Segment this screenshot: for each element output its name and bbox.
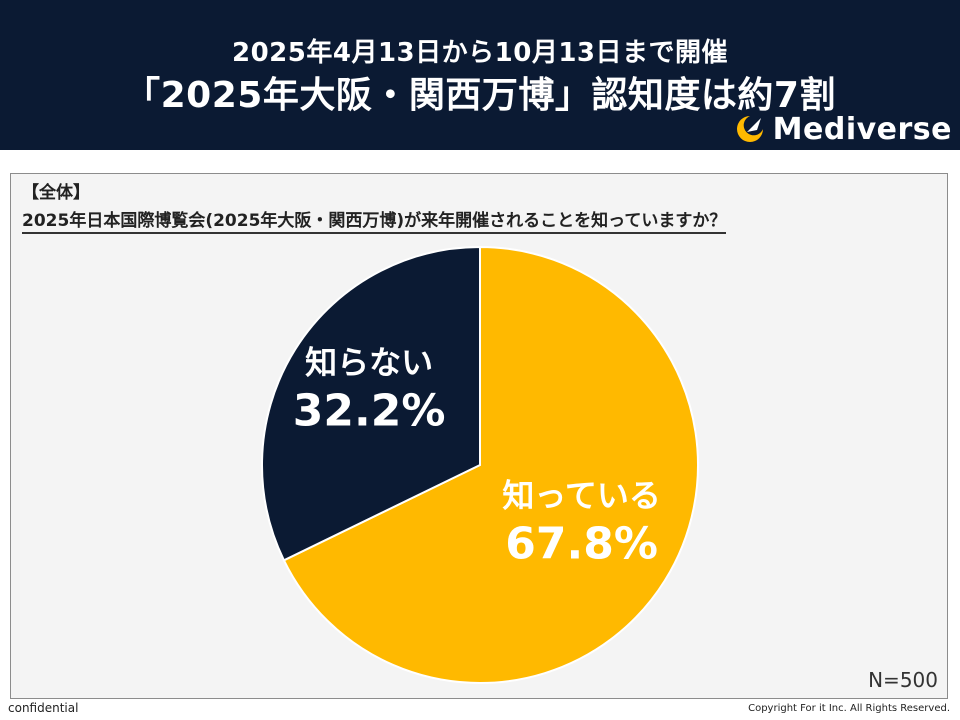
pie-slice-unaware bbox=[261, 245, 481, 562]
sample-size-label: N=500 bbox=[868, 668, 938, 692]
survey-question: 2025年日本国際博覧会(2025年大阪・関西万博)が来年開催されることを知って… bbox=[22, 206, 727, 234]
pie-slice-aware bbox=[282, 245, 699, 684]
slice-label-aware: 知っている bbox=[502, 477, 660, 515]
footer-confidential: confidential bbox=[8, 701, 79, 715]
header-banner: 2025年4月13日から10月13日まで開催 「2025年大阪・関西万博」認知度… bbox=[0, 0, 960, 150]
slice-value-unaware: 32.2% bbox=[293, 386, 446, 437]
brand-logo-text: Mediverse bbox=[772, 111, 952, 147]
brand-logo: Mediverse bbox=[733, 110, 952, 148]
header-subtitle: 2025年4月13日から10月13日まで開催 bbox=[232, 38, 728, 68]
section-label: 【全体】 bbox=[22, 183, 90, 203]
footer-copyright: Copyright For it Inc. All Rights Reserve… bbox=[748, 703, 950, 714]
slice-value-aware: 67.8% bbox=[505, 519, 658, 570]
slice-label-unaware: 知らない bbox=[305, 344, 433, 382]
header-title: 「2025年大阪・関西万博」認知度は約7割 bbox=[124, 75, 836, 116]
brand-logo-icon bbox=[736, 116, 763, 142]
